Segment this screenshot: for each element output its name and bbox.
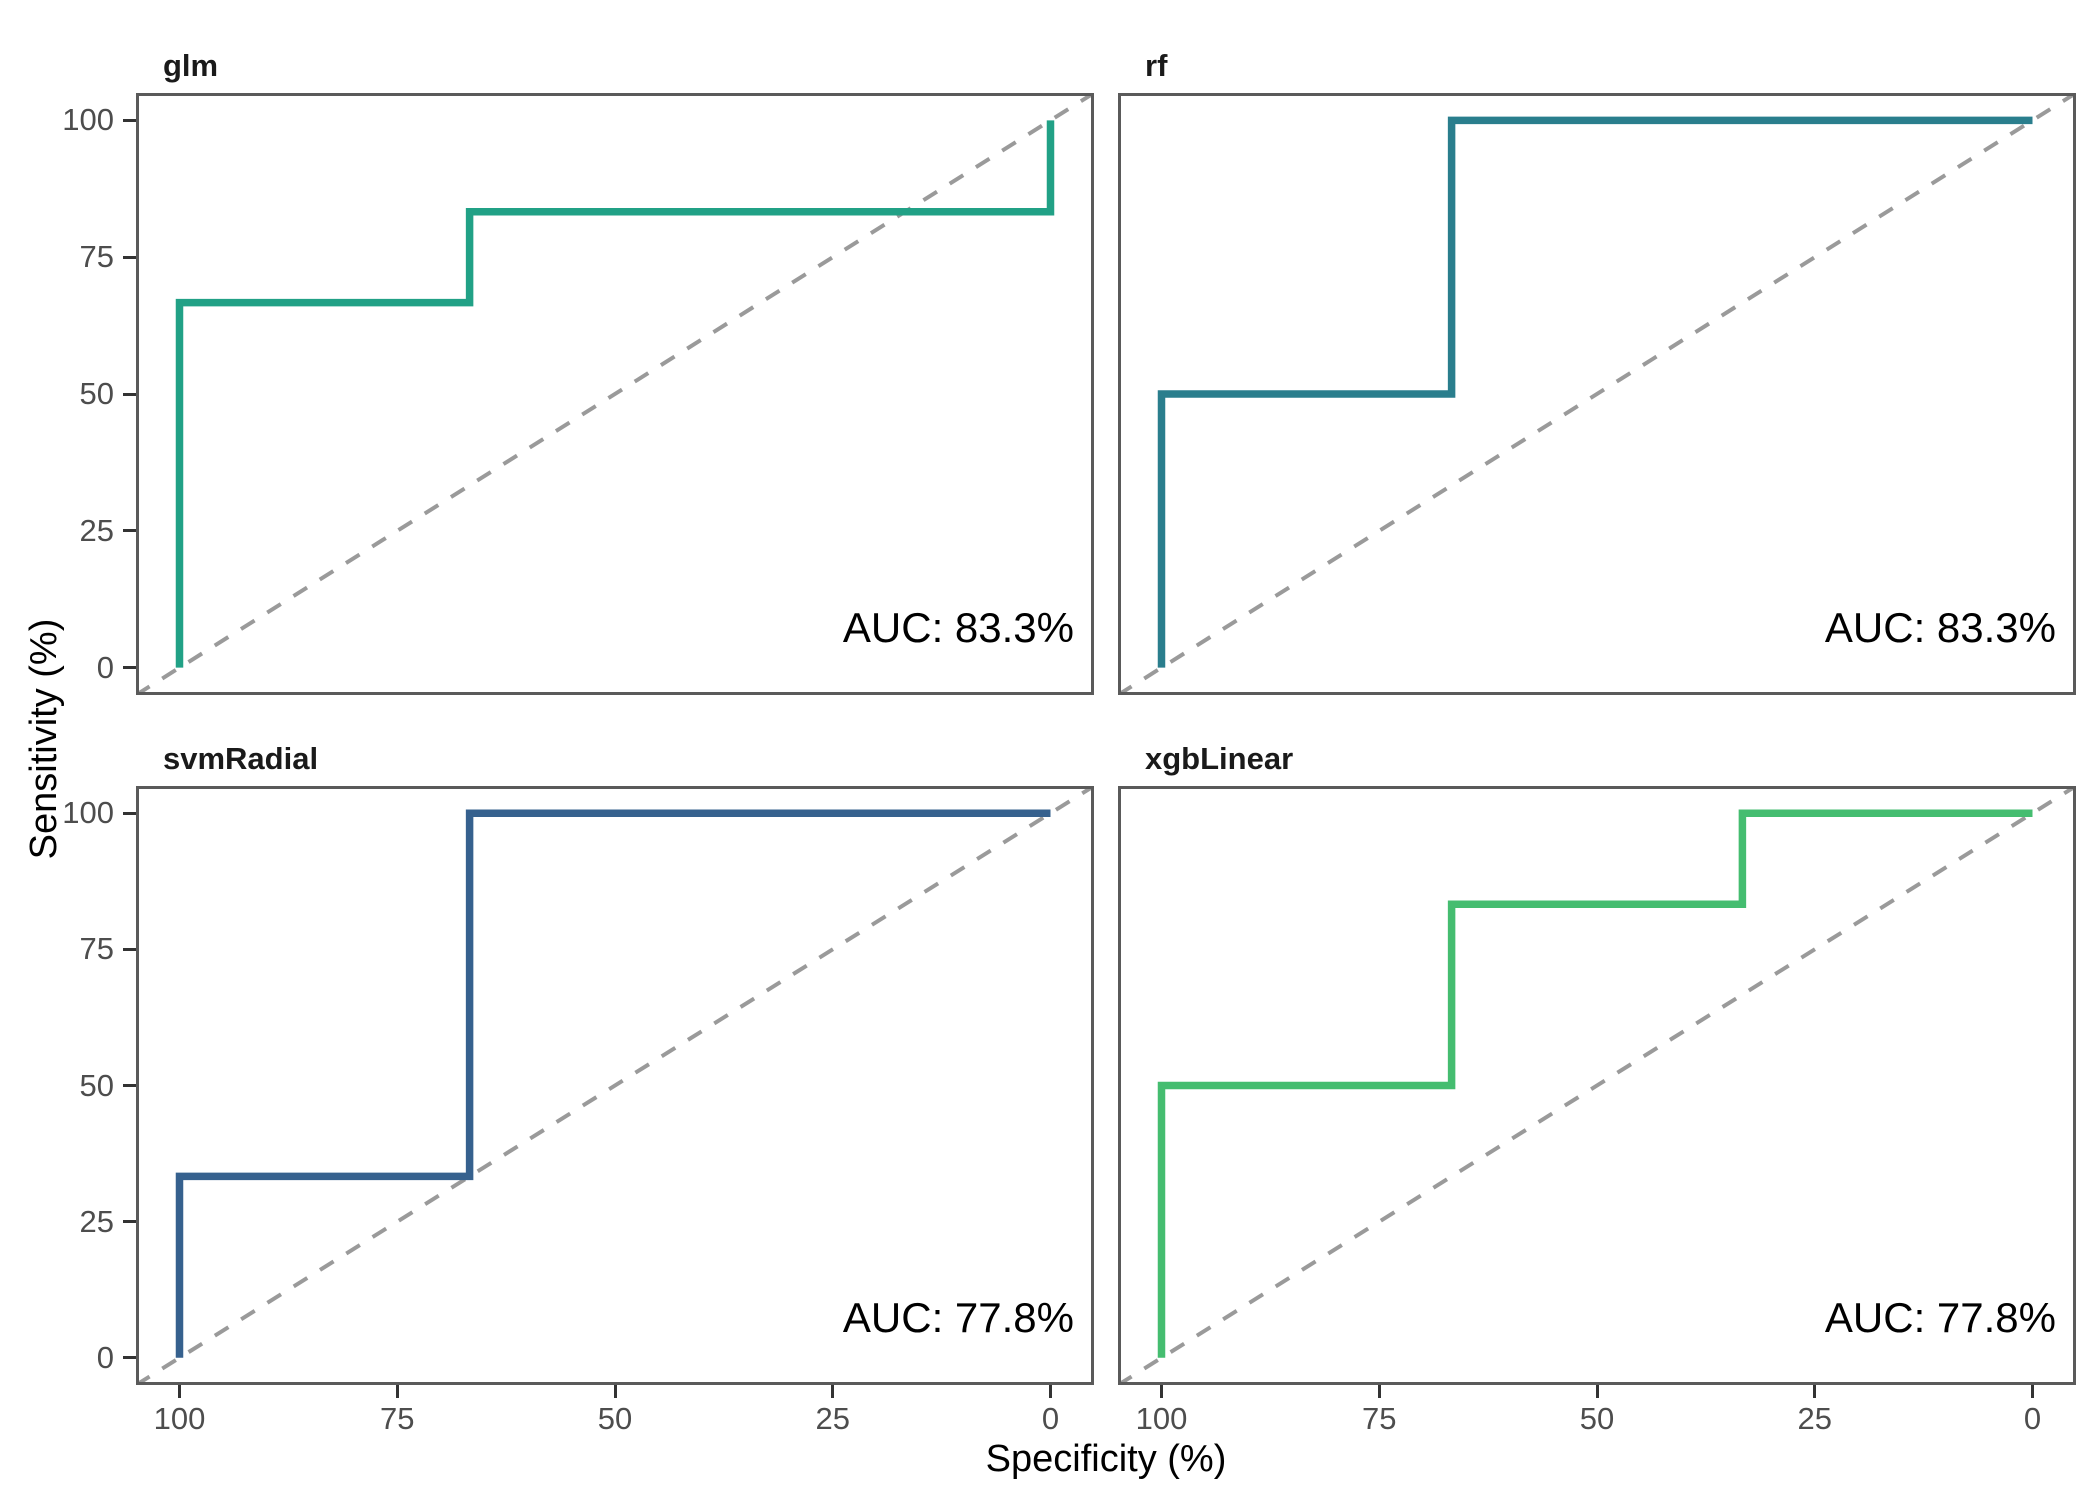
panel-border xyxy=(1118,93,2076,695)
y-tick-mark xyxy=(123,1084,136,1087)
roc-plot-glm xyxy=(136,93,1094,695)
y-tick-mark xyxy=(123,947,136,951)
y-tick-label: 100 xyxy=(62,102,114,138)
x-tick-label: 25 xyxy=(815,1401,850,1436)
roc-plot-rf xyxy=(1118,93,2076,695)
y-tick-mark xyxy=(123,255,136,259)
x-tick-mark xyxy=(1048,1385,1052,1398)
x-tick-label: 100 xyxy=(1135,1401,1188,1436)
reference-diagonal xyxy=(136,786,1094,1385)
panel-svmRadial: svmRadial AUC: 77.8% xyxy=(136,741,1094,1385)
x-tick-label: 0 xyxy=(2023,1401,2042,1436)
y-tick-label: 100 xyxy=(62,795,114,831)
x-tick-mark xyxy=(2030,1385,2034,1398)
roc-curve-rf xyxy=(1157,116,2033,668)
panel-title-xgbLinear: xgbLinear xyxy=(1145,741,1294,776)
roc-plot-svmRadial xyxy=(136,786,1094,1385)
x-tick-mark xyxy=(1595,1385,1599,1398)
x-tick-label: 75 xyxy=(380,1401,415,1436)
y-tick-mark xyxy=(123,529,136,533)
x-tick-label: 25 xyxy=(1797,1401,1832,1436)
x-tick-mark xyxy=(613,1385,617,1398)
x-tick-mark xyxy=(1377,1385,1381,1398)
y-tick-mark xyxy=(123,392,136,396)
y-tick-label: 50 xyxy=(79,1067,114,1103)
x-tick-label: 50 xyxy=(597,1401,633,1436)
y-tick-label: 50 xyxy=(79,376,114,411)
auc-label-rf: AUC: 83.3% xyxy=(1824,604,2056,651)
auc-label-glm: AUC: 83.3% xyxy=(842,604,1074,651)
reference-diagonal xyxy=(1118,93,2076,695)
panel-glm: glm AUC: 83.3% xyxy=(136,48,1094,695)
y-tick-label: 75 xyxy=(79,239,114,275)
auc-label-svmRadial: AUC: 77.8% xyxy=(842,1294,1074,1341)
panel-border xyxy=(136,786,1094,1385)
x-tick-label: 100 xyxy=(153,1401,206,1436)
panel-title-svmRadial: svmRadial xyxy=(163,741,319,776)
panel-xgbLinear: xgbLinear AUC: 77.8% xyxy=(1118,741,2076,1385)
y-tick-mark xyxy=(123,118,136,122)
y-tick-label: 0 xyxy=(96,649,114,685)
y-tick-mark xyxy=(123,811,136,815)
y-tick-mark xyxy=(123,666,136,670)
y-tick-mark xyxy=(123,1220,136,1224)
y-tick-label: 25 xyxy=(79,512,114,548)
auc-label-xgbLinear: AUC: 77.8% xyxy=(1824,1294,2056,1341)
panel-border xyxy=(1118,786,2076,1385)
y-tick-label: 25 xyxy=(79,1203,114,1239)
y-tick-mark xyxy=(123,1356,136,1360)
panel-border xyxy=(136,93,1094,695)
roc-curve-glm xyxy=(175,120,1055,668)
roc-plot-xgbLinear xyxy=(1118,786,2076,1385)
x-tick-mark xyxy=(395,1385,399,1398)
x-tick-label: 75 xyxy=(1362,1401,1397,1436)
panel-rf: rf AUC: 83.3% xyxy=(1118,48,2076,695)
y-tick-label: 75 xyxy=(79,931,114,967)
x-tick-mark xyxy=(1160,1385,1164,1398)
panel-title-rf: rf xyxy=(1145,48,1168,83)
reference-diagonal xyxy=(136,93,1094,695)
y-axis-title: Sensitivity (%) xyxy=(23,618,65,860)
x-tick-mark xyxy=(831,1385,835,1398)
x-tick-label: 50 xyxy=(1579,1401,1615,1436)
roc-curve-xgbLinear xyxy=(1157,809,2033,1358)
x-tick-label: 0 xyxy=(1041,1401,1060,1436)
panel-title-glm: glm xyxy=(163,48,219,83)
x-tick-mark xyxy=(178,1385,182,1398)
roc-curve-svmRadial xyxy=(175,809,1051,1358)
reference-diagonal xyxy=(1118,786,2076,1385)
x-tick-mark xyxy=(1813,1385,1817,1398)
x-axis-title: Specificity (%) xyxy=(985,1438,1227,1480)
y-tick-label: 0 xyxy=(96,1339,114,1375)
